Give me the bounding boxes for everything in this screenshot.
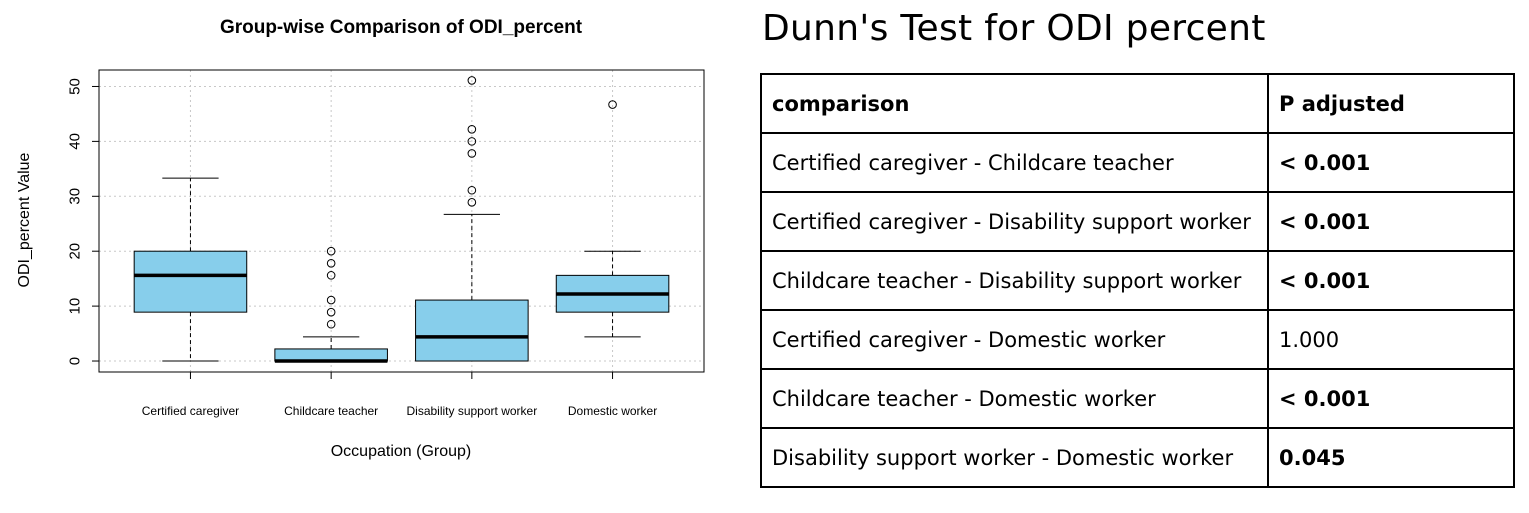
outlier-point — [467, 185, 477, 195]
p-value-cell: < 0.001 — [1267, 368, 1515, 429]
outlier-point — [467, 76, 477, 85]
y-tick-label: 50 — [67, 78, 84, 95]
table-row: Certified caregiver - Disability support… — [760, 191, 1515, 252]
x-tick-label: Childcare teacher — [284, 404, 378, 418]
y-tick-label: 0 — [67, 357, 84, 365]
outlier-point — [326, 295, 336, 305]
y-tick-label: 40 — [67, 133, 84, 150]
outlier-point — [326, 319, 336, 329]
table-row: Disability support worker - Domestic wor… — [760, 427, 1515, 488]
x-tick-label: Disability support worker — [406, 404, 537, 418]
column-header-p-adjusted: P adjusted — [1267, 73, 1515, 134]
x-tick-label: Certified caregiver — [142, 404, 239, 418]
comparison-cell: Certified caregiver - Childcare teacher — [760, 132, 1269, 193]
comparison-cell: Childcare teacher - Domestic worker — [760, 368, 1269, 429]
p-value-cell: < 0.001 — [1267, 250, 1515, 311]
box — [415, 299, 529, 362]
chart-title: Group-wise Comparison of ODI_percent — [220, 17, 583, 38]
table-row: Certified caregiver - Domestic worker 1.… — [760, 309, 1515, 370]
outlier-point — [326, 246, 336, 256]
comparison-cell: Disability support worker - Domestic wor… — [760, 427, 1269, 488]
x-axis-label: Occupation (Group) — [331, 443, 472, 460]
y-tick-label: 20 — [67, 243, 84, 260]
outlier-point — [608, 100, 617, 109]
y-tick-label: 10 — [67, 298, 84, 315]
dunn-test-table: comparison P adjusted Certified caregive… — [760, 73, 1515, 488]
table-row: Childcare teacher - Disability support w… — [760, 250, 1515, 311]
boxplot-chart: Group-wise Comparison of ODI_percent Occ… — [16, 17, 705, 460]
table-row: Certified caregiver - Childcare teacher … — [760, 132, 1515, 193]
comparison-cell: Certified caregiver - Domestic worker — [760, 309, 1269, 370]
column-header-comparison: comparison — [760, 73, 1269, 134]
p-value-cell: 1.000 — [1267, 309, 1515, 370]
outlier-point — [467, 137, 477, 146]
box — [133, 250, 248, 313]
y-tick-label: 30 — [67, 188, 84, 205]
table-row: Childcare teacher - Domestic worker < 0.… — [760, 368, 1515, 429]
outlier-point — [467, 198, 477, 207]
boxplot-panel: Group-wise Comparison of ODI_percent Occ… — [0, 0, 740, 513]
p-value-cell: 0.045 — [1267, 427, 1515, 488]
outlier-point — [326, 271, 336, 280]
plot-area: Certified caregiver Childcare teacher Disa… — [67, 69, 705, 418]
y-axis-label: ODI_percent Value — [16, 152, 33, 287]
outlier-point — [467, 125, 477, 134]
comparison-cell: Childcare teacher - Disability support w… — [760, 250, 1269, 311]
table-title: Dunn's Test for ODI percent — [762, 8, 1266, 49]
comparison-cell: Certified caregiver - Disability support… — [760, 191, 1269, 252]
x-tick-label: Domestic worker — [568, 404, 657, 418]
p-value-cell: < 0.001 — [1267, 191, 1515, 252]
table-header-row: comparison P adjusted — [760, 73, 1515, 134]
plot-frame — [98, 69, 705, 373]
outlier-point — [467, 149, 477, 158]
outlier-point — [326, 258, 336, 268]
p-value-cell: < 0.001 — [1267, 132, 1515, 193]
outlier-point — [326, 307, 336, 317]
box — [274, 348, 388, 362]
